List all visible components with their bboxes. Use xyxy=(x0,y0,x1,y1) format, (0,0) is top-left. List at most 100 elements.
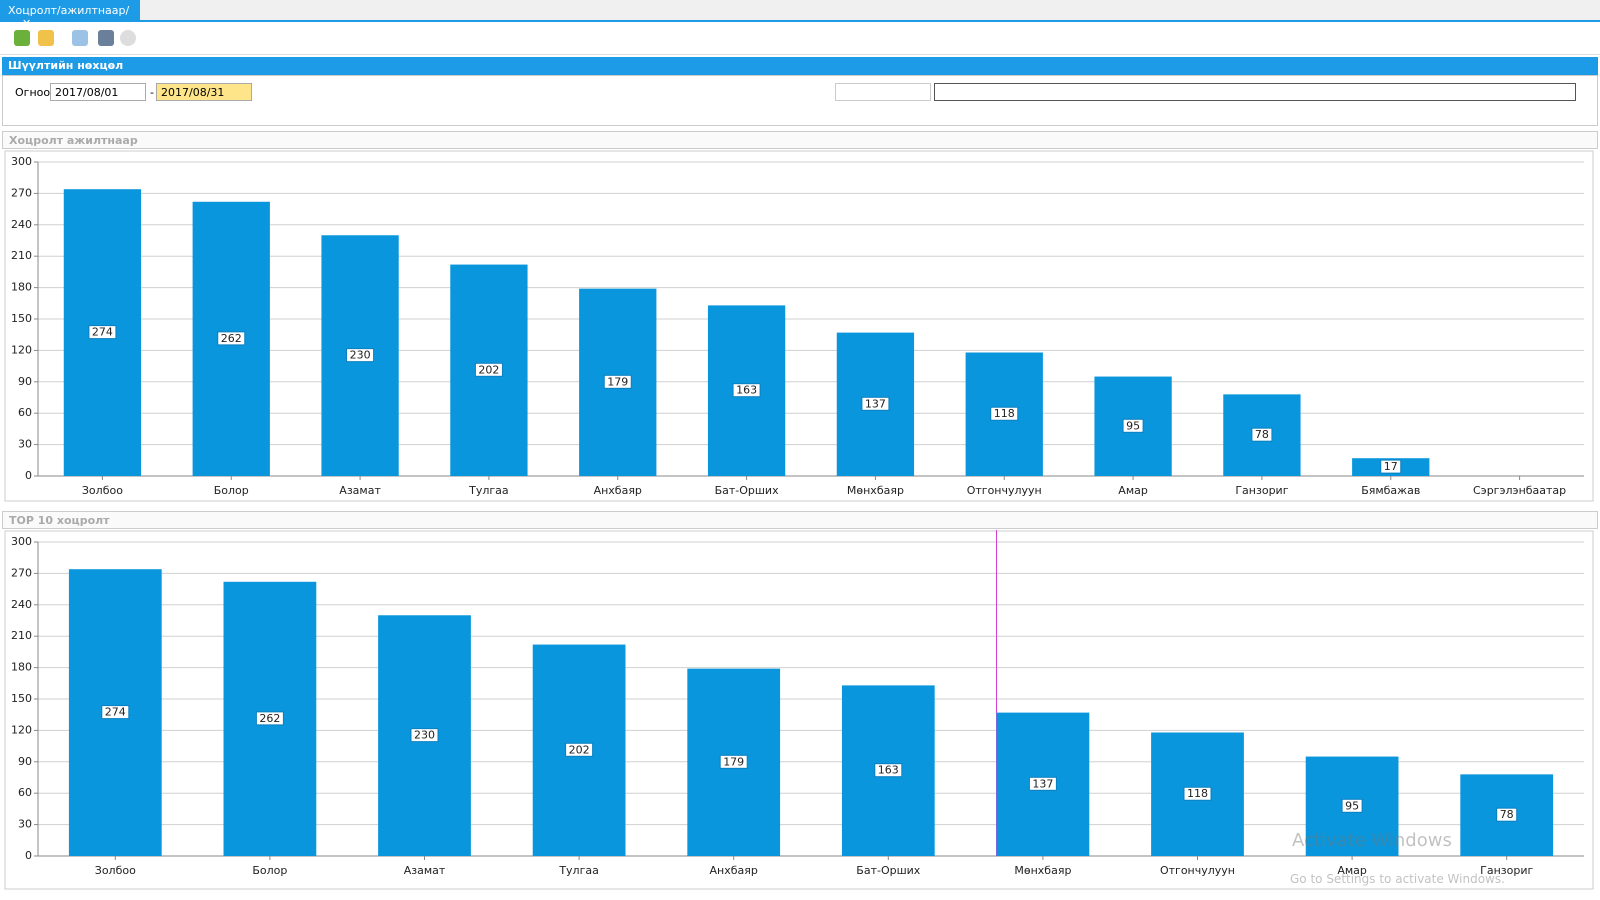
filter-button[interactable] xyxy=(38,30,54,46)
data-label-box xyxy=(101,705,130,720)
data-label-box xyxy=(1028,776,1057,791)
filter-body: Огноо 2017/08/01 - 2017/08/31 xyxy=(2,75,1598,126)
y-tick-label: 270 xyxy=(11,566,32,579)
y-tick-label: 30 xyxy=(18,818,32,831)
x-tick-label: Болор xyxy=(214,484,249,497)
date-to-text: 2017/08/31 xyxy=(161,86,225,99)
x-tick-label: Отгончулуун xyxy=(1160,864,1235,877)
data-label-box xyxy=(565,742,594,757)
search-box[interactable] xyxy=(835,83,931,101)
data-label-box xyxy=(603,374,632,389)
tab[interactable]: Хоцролт/ажилтнаар/ ✕ xyxy=(0,0,140,30)
x-tick-label: Амар xyxy=(1337,864,1367,877)
y-tick-label: 0 xyxy=(25,469,32,482)
data-label: 163 xyxy=(736,384,757,397)
data-label: 163 xyxy=(878,764,899,777)
data-label: 95 xyxy=(1345,799,1359,812)
y-tick-label: 210 xyxy=(11,629,32,642)
x-tick-label: Бямбажав xyxy=(1361,484,1420,497)
data-label: 118 xyxy=(1187,787,1208,800)
panel-header: TOP 10 хоцролт xyxy=(2,511,1598,529)
data-label-box xyxy=(410,728,439,743)
data-label: 78 xyxy=(1500,808,1514,821)
x-tick-label: Отгончулуун xyxy=(967,484,1042,497)
data-label: 230 xyxy=(414,729,435,742)
data-label-box xyxy=(732,383,761,398)
date-label: Огноо xyxy=(15,86,51,99)
date-from[interactable]: 2017/08/01 xyxy=(50,83,146,101)
y-tick-label: 300 xyxy=(11,155,32,168)
x-tick-label: Мөнхбаяр xyxy=(847,484,904,497)
grid-button[interactable] xyxy=(72,30,88,46)
x-tick-label: Бат-Орших xyxy=(856,864,921,877)
data-label: 118 xyxy=(994,407,1015,420)
print-button[interactable] xyxy=(98,30,114,46)
data-label: 230 xyxy=(350,349,371,362)
chart: 0 30 60 90 120 150 180 210 240 270 300 Золбоо 274 Бол… xyxy=(4,150,1594,502)
y-tick-label: 270 xyxy=(11,186,32,199)
data-label: 274 xyxy=(105,706,126,719)
tab-title: Хоцролт/ажилтнаар/ xyxy=(8,4,130,17)
date-to[interactable]: 2017/08/31 xyxy=(156,83,252,101)
data-label: 137 xyxy=(1032,777,1053,790)
y-tick-label: 180 xyxy=(11,281,32,294)
y-tick-label: 60 xyxy=(18,406,32,419)
data-label-box xyxy=(474,362,503,377)
x-tick-label: Тулгаа xyxy=(468,484,509,497)
data-label-box xyxy=(1122,418,1144,433)
data-label: 262 xyxy=(259,712,280,725)
watermark: Activate Windows xyxy=(1292,830,1452,851)
plot-frame xyxy=(4,150,1594,502)
separator: - xyxy=(150,86,154,99)
y-tick-label: 120 xyxy=(11,343,32,356)
x-tick-label: Азамат xyxy=(339,484,381,497)
data-label: 78 xyxy=(1255,428,1269,441)
x-tick-label: Ганзориг xyxy=(1480,864,1533,877)
data-label-box xyxy=(88,325,117,340)
x-tick-label: Анхбаяр xyxy=(594,484,642,497)
y-tick-label: 0 xyxy=(25,849,32,862)
next-button[interactable] xyxy=(120,30,136,46)
data-label-box xyxy=(1341,798,1363,813)
data-label-box xyxy=(255,711,284,726)
x-tick-label: Сэргэлэнбаатар xyxy=(1473,484,1566,497)
x-tick-label: Анхбаяр xyxy=(710,864,758,877)
x-tick-label: Амар xyxy=(1118,484,1148,497)
y-tick-label: 150 xyxy=(11,312,32,325)
date-from-text: 2017/08/01 xyxy=(55,86,119,99)
y-tick-label: 150 xyxy=(11,692,32,705)
search-field[interactable] xyxy=(934,83,1576,101)
data-label: 202 xyxy=(478,363,499,376)
data-label: 179 xyxy=(723,755,744,768)
y-tick-label: 240 xyxy=(11,218,32,231)
data-label: 179 xyxy=(607,375,628,388)
data-label-box xyxy=(990,406,1019,421)
data-label-box xyxy=(217,331,246,346)
x-tick-label: Золбоо xyxy=(95,864,136,877)
plot-frame xyxy=(4,530,1594,890)
data-label: 17 xyxy=(1384,460,1398,473)
refresh-button[interactable] xyxy=(14,30,30,46)
data-label-box xyxy=(1251,427,1273,442)
y-tick-label: 240 xyxy=(11,598,32,611)
y-tick-label: 210 xyxy=(11,249,32,262)
y-tick-label: 30 xyxy=(18,438,32,451)
y-tick-label: 180 xyxy=(11,661,32,674)
watermark: Go to Settings to activate Windows. xyxy=(1290,872,1505,886)
filter-header: Шүүлтийн нөхцөл xyxy=(2,57,1598,75)
data-label-box xyxy=(874,763,903,778)
x-tick-label: Болор xyxy=(252,864,287,877)
y-tick-label: 60 xyxy=(18,786,32,799)
data-label-box xyxy=(346,348,375,363)
x-tick-label: Ганзориг xyxy=(1235,484,1288,497)
x-tick-label: Азамат xyxy=(404,864,446,877)
data-label: 274 xyxy=(92,326,113,339)
data-label-box xyxy=(1183,786,1212,801)
data-label-box xyxy=(1496,807,1518,822)
data-label: 202 xyxy=(569,743,590,756)
x-tick-label: Золбоо xyxy=(82,484,123,497)
y-tick-label: 90 xyxy=(18,375,32,388)
y-tick-label: 300 xyxy=(11,535,32,548)
y-tick-label: 120 xyxy=(11,723,32,736)
